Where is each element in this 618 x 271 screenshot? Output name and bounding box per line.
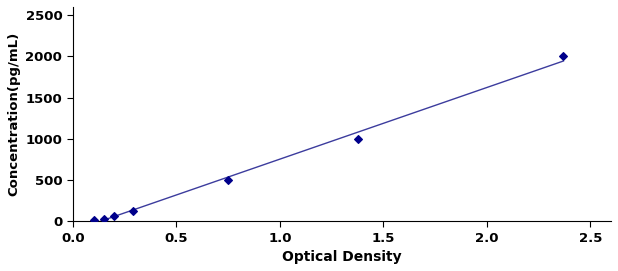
Y-axis label: Concentration(pg/mL): Concentration(pg/mL): [7, 32, 20, 196]
X-axis label: Optical Density: Optical Density: [282, 250, 402, 264]
